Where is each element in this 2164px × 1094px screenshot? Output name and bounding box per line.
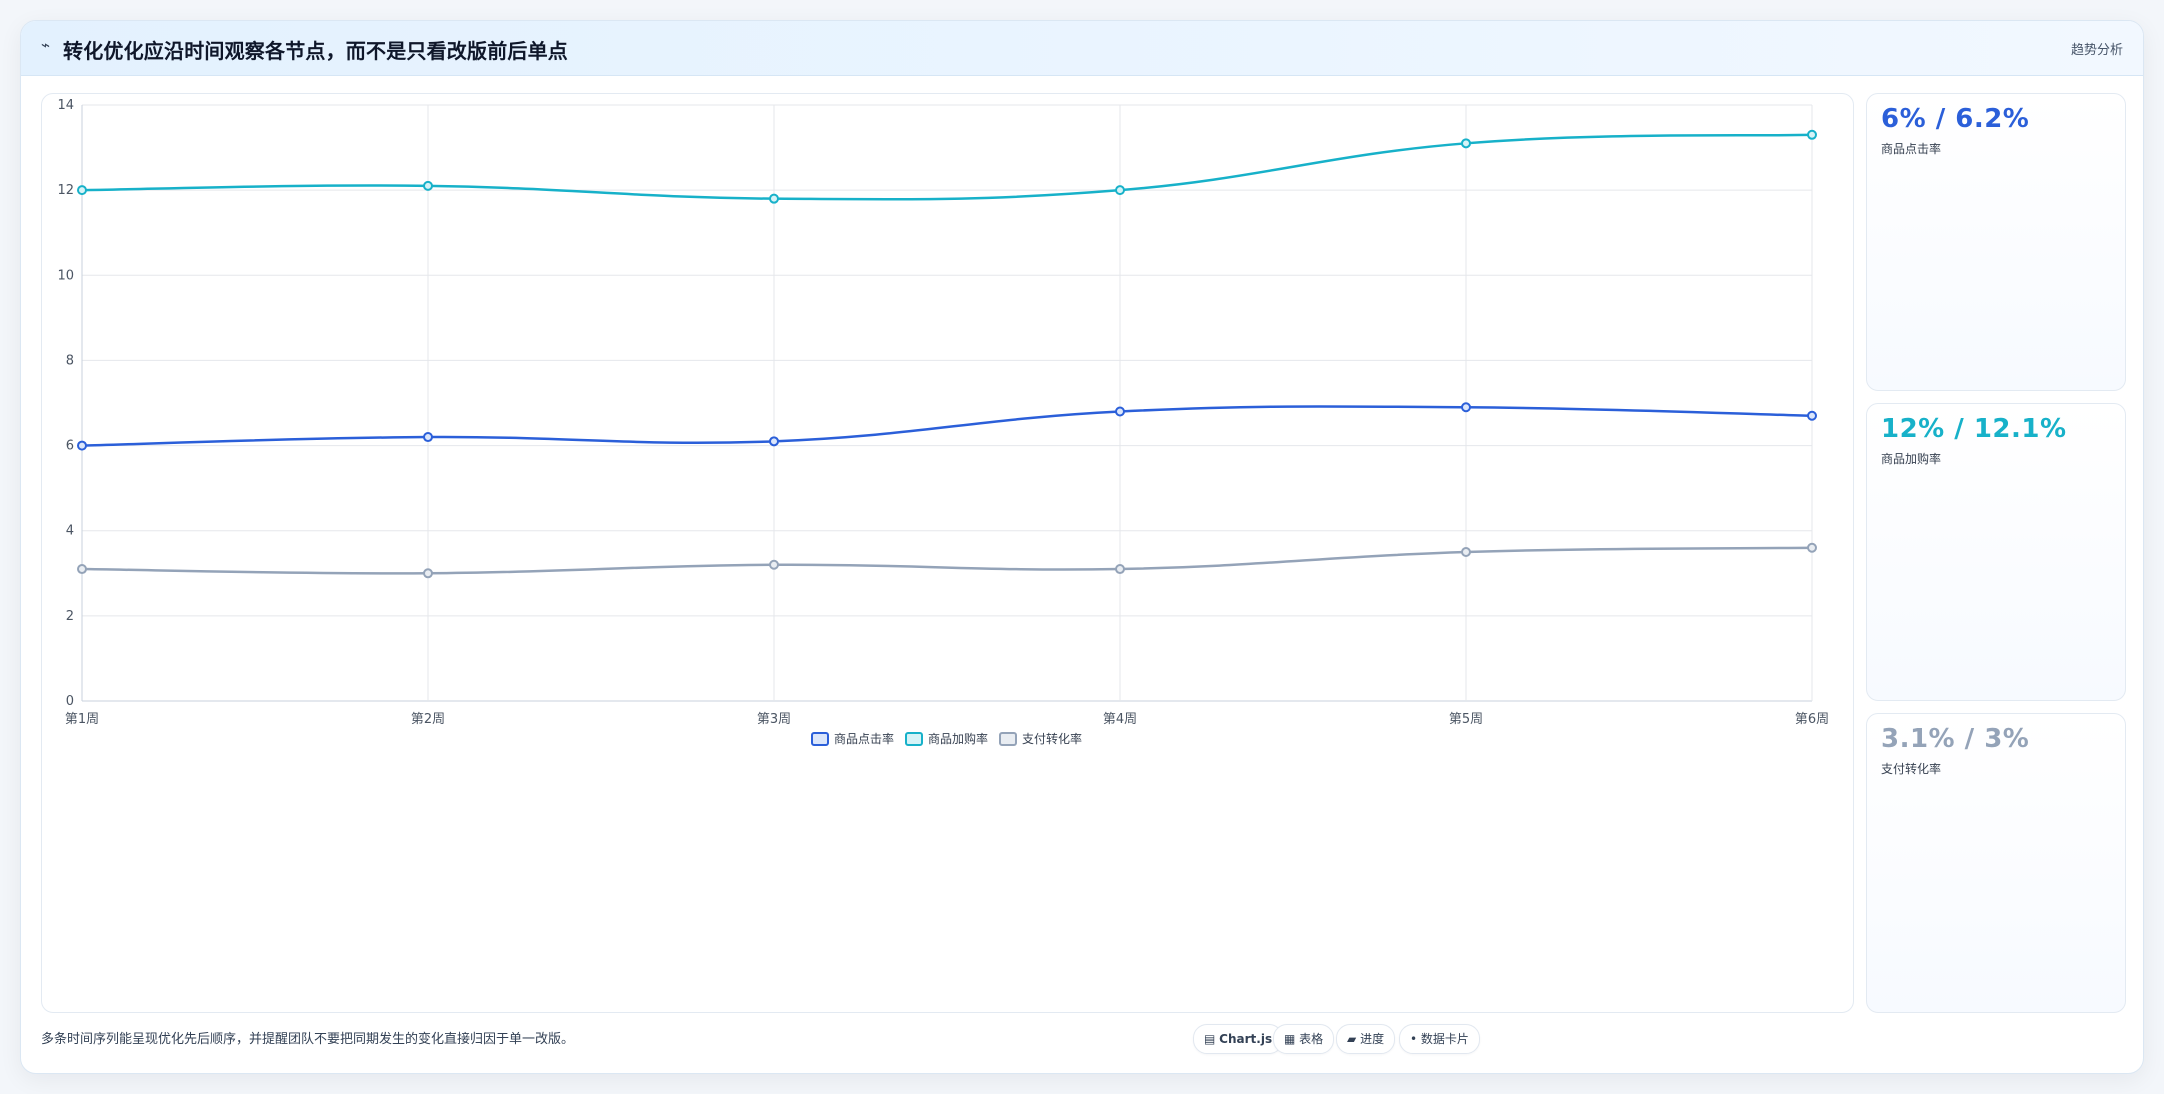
data-point [1807, 542, 1817, 553]
data-point [1115, 185, 1125, 196]
x-tick-label: 第3周 [757, 712, 791, 727]
y-tick-label: 2 [66, 609, 74, 624]
chip-label: 进度 [1360, 1032, 1385, 1046]
kpi-label: 支付转化率 [1881, 762, 1942, 776]
y-tick-label: 4 [66, 524, 74, 539]
data-point [423, 432, 433, 443]
legend-label: 商品加购率 [928, 731, 988, 746]
data-point [423, 568, 433, 579]
trend-analysis-button[interactable]: 趋势分析 [2070, 43, 2123, 58]
data-point [1115, 406, 1125, 417]
legend-label: 商品点击率 [834, 731, 894, 746]
kpi-value: 3.1% / 3% [1881, 724, 2030, 754]
data-point [769, 193, 779, 204]
trend-icon: ⌁ [41, 36, 51, 54]
chip-chartjs[interactable]: ▤ Chart.js [1193, 1024, 1284, 1054]
chip-label: 数据卡片 [1420, 1032, 1469, 1046]
card-header: ⌁ 转化优化应沿时间观察各节点，而不是只看改版前后单点 趋势分析 [21, 21, 2143, 76]
chip-data-card[interactable]: • 数据卡片 [1399, 1024, 1480, 1054]
kpi-value: 12% / 12.1% [1881, 414, 2067, 444]
series-line-1 [81, 405, 1813, 447]
chip-label: 表格 [1299, 1032, 1324, 1046]
y-tick-label: 14 [57, 98, 74, 113]
kpi-value: 6% / 6.2% [1881, 104, 2030, 134]
x-tick-label: 第1周 [65, 712, 99, 727]
series-line-2 [81, 133, 1813, 201]
data-point [769, 436, 779, 447]
data-point [77, 185, 87, 196]
data-point [77, 564, 87, 575]
data-point [423, 180, 433, 191]
x-tick-label: 第6周 [1795, 712, 1829, 727]
x-tick-label: 第5周 [1449, 712, 1483, 727]
chip-progress[interactable]: ▰ 进度 [1336, 1024, 1396, 1054]
y-tick-label: 10 [57, 268, 74, 283]
y-tick-label: 0 [66, 694, 74, 709]
y-tick-label: 12 [57, 183, 74, 198]
legend-label: 支付转化率 [1022, 731, 1082, 746]
dashboard-card: ⌁ 转化优化应沿时间观察各节点，而不是只看改版前后单点 趋势分析 0 2 4 6 8 10… [20, 20, 2144, 1074]
data-point [769, 559, 779, 570]
x-tick-label: 第2周 [411, 712, 445, 727]
dot-icon: • [1410, 1032, 1418, 1046]
progress-icon: ▰ [1347, 1032, 1357, 1046]
data-point [1461, 547, 1471, 557]
kpi-label: 商品点击率 [1881, 142, 1942, 156]
page-title: 转化优化应沿时间观察各节点，而不是只看改版前后单点 [63, 39, 568, 63]
y-tick-label: 6 [66, 439, 74, 454]
kpi-label: 商品加购率 [1881, 452, 1942, 466]
chip-label: Chart.js [1219, 1032, 1273, 1046]
chart-icon: ▤ [1204, 1032, 1216, 1046]
legend-swatch [999, 732, 1017, 746]
data-point [1807, 410, 1817, 421]
legend-swatch [811, 732, 829, 746]
kpi-card-click-rate: 6% / 6.2% 商品点击率 [1866, 93, 2126, 391]
series-line-3 [81, 546, 1813, 575]
y-tick-label: 8 [66, 353, 74, 368]
data-point [1807, 129, 1817, 140]
table-icon: ▦ [1284, 1032, 1296, 1046]
chip-table[interactable]: ▦ 表格 [1273, 1024, 1335, 1054]
data-point [1115, 564, 1125, 575]
chart-panel: 0 2 4 6 8 10 12 14 第1周 第2周 第3周 第4周 第5周 第6周商品点击率 商品加购率 支… [41, 93, 1854, 1013]
data-point [77, 440, 87, 451]
data-point [1461, 138, 1471, 149]
legend-swatch [905, 732, 923, 746]
x-tick-label: 第4周 [1103, 712, 1137, 727]
data-point [1461, 402, 1471, 413]
kpi-card-payment-conversion-rate: 3.1% / 3% 支付转化率 [1866, 713, 2126, 1013]
footer-note: 多条时间序列能呈现优化先后顺序，并提醒团队不要把同期发生的变化直接归因于单一改版… [41, 1032, 575, 1047]
kpi-card-add-to-cart-rate: 12% / 12.1% 商品加购率 [1866, 403, 2126, 701]
